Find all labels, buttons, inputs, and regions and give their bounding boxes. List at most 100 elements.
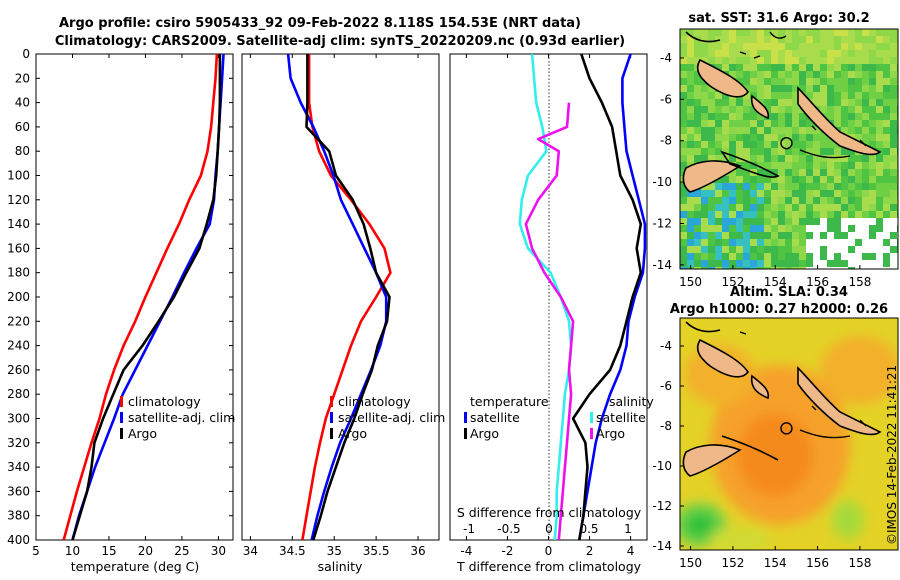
sst-cell bbox=[694, 99, 701, 106]
difference-legend: temperature satellite Argo salinity sate… bbox=[464, 394, 654, 441]
sst-cell bbox=[834, 36, 841, 43]
sst-cell bbox=[785, 92, 792, 99]
sst-cell bbox=[792, 169, 799, 176]
sst-cell bbox=[834, 64, 841, 71]
sst-cell bbox=[862, 78, 869, 85]
x-tick-label: 0 bbox=[545, 544, 553, 558]
sst-cell bbox=[708, 36, 715, 43]
sst-cell bbox=[890, 183, 897, 190]
s-diff-tick-label: 1 bbox=[624, 522, 632, 536]
sst-cell bbox=[743, 218, 750, 225]
sst-cell bbox=[890, 36, 897, 43]
x-tick-label: 5 bbox=[32, 544, 40, 558]
sst-cell bbox=[883, 43, 890, 50]
sst-cell bbox=[848, 155, 855, 162]
sst-map-title: sat. SST: 31.6 Argo: 30.2 bbox=[688, 11, 869, 26]
sst-cell bbox=[792, 141, 799, 148]
sst-cell bbox=[715, 225, 722, 232]
sst-cell bbox=[736, 50, 743, 57]
sst-cell bbox=[687, 239, 694, 246]
sst-cell bbox=[757, 57, 764, 64]
x-tick-label: 20 bbox=[138, 544, 153, 558]
sst-cell bbox=[764, 43, 771, 50]
sst-cell bbox=[715, 106, 722, 113]
sst-cell bbox=[778, 176, 785, 183]
sst-cell bbox=[890, 239, 897, 246]
sst-cell bbox=[680, 106, 687, 113]
sst-cell bbox=[855, 239, 862, 246]
sst-cell bbox=[785, 267, 792, 269]
sst-cell bbox=[876, 253, 883, 260]
temperature-tick-labels: 5 10 15 20 25 30 bbox=[32, 54, 226, 558]
depth-tick-label: 100 bbox=[7, 169, 30, 183]
sst-cell bbox=[736, 43, 743, 50]
sst-cell bbox=[778, 64, 785, 71]
sst-cell bbox=[855, 78, 862, 85]
sst-cell bbox=[729, 99, 736, 106]
sst-cell bbox=[757, 232, 764, 239]
sst-cell bbox=[890, 141, 897, 148]
sst-cell bbox=[890, 190, 897, 197]
sst-cell bbox=[806, 162, 813, 169]
sst-cell bbox=[694, 218, 701, 225]
sst-cell bbox=[771, 204, 778, 211]
sst-cell bbox=[694, 148, 701, 155]
sst-cell bbox=[848, 176, 855, 183]
sst-cell bbox=[876, 260, 883, 267]
sst-cell bbox=[869, 169, 876, 176]
sst-cell bbox=[694, 246, 701, 253]
sst-cell bbox=[841, 71, 848, 78]
sst-cell bbox=[687, 43, 694, 50]
sst-cell bbox=[743, 113, 750, 120]
sst-cell bbox=[743, 211, 750, 218]
sst-cell bbox=[680, 29, 687, 36]
sst-cell bbox=[771, 176, 778, 183]
sst-cell bbox=[883, 50, 890, 57]
sst-cell bbox=[778, 43, 785, 50]
sst-cell bbox=[680, 64, 687, 71]
x-tick-label: 35 bbox=[327, 544, 342, 558]
sst-cell bbox=[848, 169, 855, 176]
sst-cell bbox=[834, 50, 841, 57]
sst-cell bbox=[799, 190, 806, 197]
sst-cell bbox=[841, 246, 848, 253]
sst-cell bbox=[778, 78, 785, 85]
sst-cell bbox=[799, 197, 806, 204]
sst-cell bbox=[806, 169, 813, 176]
sst-cell bbox=[855, 246, 862, 253]
sst-cell bbox=[771, 141, 778, 148]
sst-cell bbox=[890, 176, 897, 183]
sst-cell bbox=[862, 99, 869, 106]
sst-cell bbox=[813, 92, 820, 99]
sst-cell bbox=[869, 176, 876, 183]
sst-cell bbox=[757, 148, 764, 155]
sst-cell bbox=[855, 260, 862, 267]
sst-cell bbox=[792, 232, 799, 239]
depth-tick-label: 320 bbox=[7, 436, 30, 450]
sst-cell bbox=[890, 50, 897, 57]
temperature-legend: climatology satellite-adj. clim Argo bbox=[120, 394, 235, 441]
sst-cell bbox=[792, 204, 799, 211]
sst-cell bbox=[694, 253, 701, 260]
sst-cell bbox=[680, 50, 687, 57]
sst-cell bbox=[708, 120, 715, 127]
sst-cell bbox=[736, 204, 743, 211]
sst-cell bbox=[883, 134, 890, 141]
sst-cell bbox=[806, 204, 813, 211]
sst-cell bbox=[820, 204, 827, 211]
sst-cell bbox=[757, 127, 764, 134]
legend-swatch-t-argo bbox=[464, 428, 467, 439]
sst-cell bbox=[890, 148, 897, 155]
temperature-profiles bbox=[62, 54, 225, 540]
sst-cell bbox=[799, 176, 806, 183]
sst-cell bbox=[750, 197, 757, 204]
sst-cell bbox=[855, 99, 862, 106]
sst-cell bbox=[708, 197, 715, 204]
sst-cell bbox=[876, 232, 883, 239]
sst-cell bbox=[806, 92, 813, 99]
sst-cell bbox=[841, 162, 848, 169]
sst-cell bbox=[806, 218, 813, 225]
sst-cell bbox=[764, 29, 771, 36]
sst-cell bbox=[827, 197, 834, 204]
sst-cell bbox=[750, 267, 757, 269]
